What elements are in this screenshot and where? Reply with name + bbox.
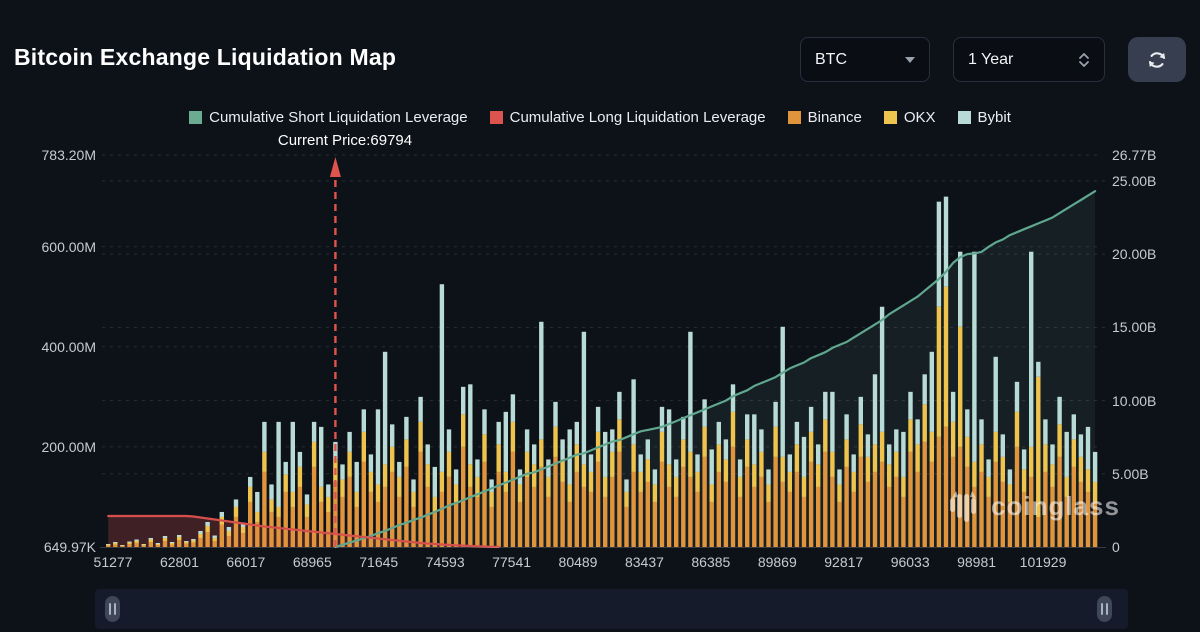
legend-item-1[interactable]: Cumulative Long Liquidation Leverage bbox=[489, 109, 766, 126]
x-axis-label: 62801 bbox=[159, 554, 199, 570]
chevron-up-down-icon bbox=[1079, 52, 1089, 67]
left-axis-label: 783.20M bbox=[41, 147, 96, 163]
right-axis-label: 0 bbox=[1112, 539, 1120, 555]
left-axis-label: 400.00M bbox=[41, 338, 96, 355]
coin-select-value: BTC bbox=[815, 50, 847, 68]
legend-swatch bbox=[489, 111, 503, 124]
chart-legend: Cumulative Short Liquidation Leverage Cum… bbox=[0, 109, 1200, 126]
navigator-right-handle[interactable] bbox=[1097, 596, 1112, 622]
legend-item-0[interactable]: Cumulative Short Liquidation Leverage bbox=[189, 109, 468, 126]
legend-swatch bbox=[957, 111, 971, 124]
range-navigator[interactable] bbox=[95, 589, 1128, 629]
cumulative-line bbox=[107, 514, 500, 549]
right-axis-label: 20.00B bbox=[1112, 246, 1157, 263]
legend-item-3[interactable]: OKX bbox=[883, 109, 936, 126]
left-axis-label: 649.97K bbox=[43, 538, 96, 555]
x-axis-label: 68965 bbox=[292, 554, 332, 570]
legend-label: OKX bbox=[903, 109, 936, 126]
x-axis-label: 92817 bbox=[824, 554, 864, 570]
current-price-arrow bbox=[329, 157, 341, 547]
cumulative-line bbox=[334, 190, 1097, 549]
x-axis-label: 80489 bbox=[558, 554, 598, 570]
legend-swatch bbox=[189, 111, 203, 124]
refresh-button[interactable] bbox=[1128, 37, 1186, 82]
right-axis-label: 5.00B bbox=[1112, 465, 1149, 482]
legend-item-2[interactable]: Binance bbox=[787, 109, 862, 126]
right-axis-label: 15.00B bbox=[1112, 319, 1157, 336]
x-axis-label: 89869 bbox=[757, 554, 797, 570]
chart-controls: BTC 1 Year bbox=[800, 37, 1186, 82]
x-axis-label: 86385 bbox=[691, 554, 731, 570]
refresh-icon bbox=[1148, 51, 1166, 68]
x-axis-label: 66017 bbox=[226, 554, 266, 570]
page-title: Bitcoin Exchange Liquidation Map bbox=[14, 44, 397, 70]
x-axis-label: 74593 bbox=[425, 554, 465, 570]
coin-select[interactable]: BTC bbox=[800, 37, 930, 82]
legend-label: Cumulative Long Liquidation Leverage bbox=[509, 109, 766, 126]
right-axis-label: 10.00B bbox=[1112, 392, 1157, 409]
chevron-down-icon bbox=[905, 56, 915, 63]
legend-swatch bbox=[883, 111, 897, 124]
x-axis-label: 98981 bbox=[957, 554, 997, 570]
x-axis-label: 77541 bbox=[492, 554, 532, 570]
legend-swatch bbox=[787, 111, 801, 124]
left-axis-label: 600.00M bbox=[41, 238, 96, 255]
legend-item-4[interactable]: Bybit bbox=[957, 109, 1011, 126]
x-axis-label: 101929 bbox=[1019, 554, 1067, 570]
x-axis-label: 51277 bbox=[93, 554, 133, 570]
right-axis-label: 26.77B bbox=[1112, 147, 1157, 163]
left-axis-label: 200.00M bbox=[41, 438, 96, 455]
range-select-value: 1 Year bbox=[968, 50, 1014, 68]
range-select[interactable]: 1 Year bbox=[953, 37, 1105, 82]
current-price-label: Current Price:69794 bbox=[277, 132, 413, 149]
legend-label: Cumulative Short Liquidation Leverage bbox=[209, 109, 468, 126]
bars-layer[interactable] bbox=[106, 196, 1098, 547]
navigator-left-handle[interactable] bbox=[105, 596, 120, 622]
x-axis-label: 71645 bbox=[359, 554, 399, 570]
legend-label: Binance bbox=[807, 109, 862, 126]
x-axis-label: 83437 bbox=[624, 554, 664, 570]
x-axis-label: 96033 bbox=[890, 554, 930, 570]
right-axis-label: 25.00B bbox=[1112, 172, 1157, 189]
legend-label: Bybit bbox=[977, 109, 1011, 126]
